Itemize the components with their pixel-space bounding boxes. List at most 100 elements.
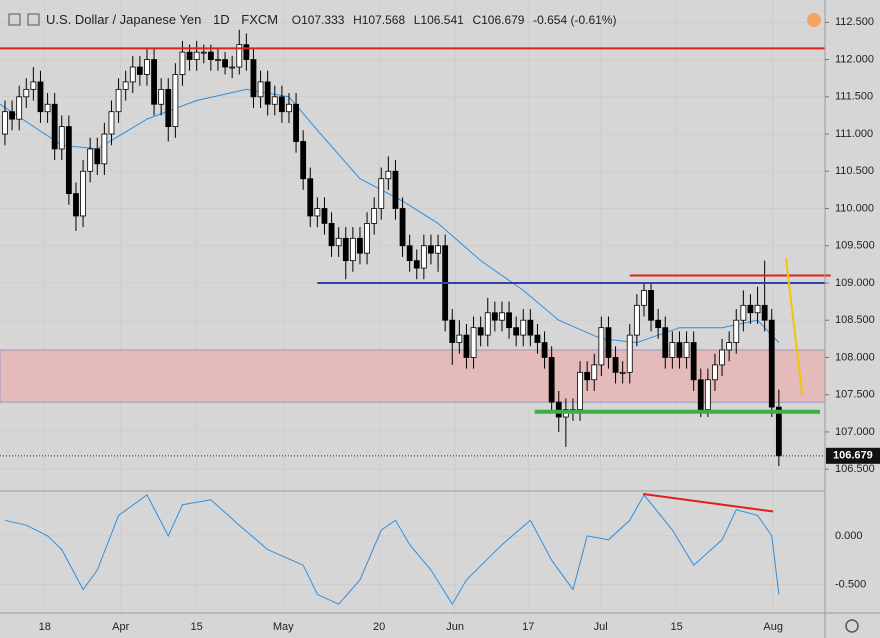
candle-body xyxy=(115,88,122,113)
x-tick-label: 20 xyxy=(373,621,385,633)
candle-body xyxy=(378,178,385,209)
candle-body xyxy=(605,327,612,358)
symbol: U.S. Dollar / Japanese Yen xyxy=(46,12,201,27)
candle-body xyxy=(9,111,15,120)
header: U.S. Dollar / Japanese Yen 1D FXCM O107.… xyxy=(46,12,616,27)
candle-body xyxy=(364,223,370,254)
layout-icon[interactable] xyxy=(8,13,21,26)
y-tick-label: 109.000 xyxy=(835,277,875,289)
candle-body xyxy=(357,237,363,254)
close-label: C106.679 xyxy=(472,13,524,27)
interval: 1D xyxy=(213,12,230,27)
candle-body xyxy=(2,111,8,135)
y-tick-label: 0.000 xyxy=(835,530,863,542)
candle-body xyxy=(108,111,115,135)
candle-body xyxy=(94,148,101,165)
candle-body xyxy=(335,237,342,247)
last-price-box xyxy=(826,447,880,464)
trend-line xyxy=(784,258,804,395)
candle-body xyxy=(619,371,626,374)
candle-body xyxy=(44,103,51,113)
y-tick-label: 111.000 xyxy=(835,128,873,140)
status-dot[interactable] xyxy=(807,13,821,27)
candle-body xyxy=(179,51,186,75)
candle-body xyxy=(186,51,193,60)
zone xyxy=(0,349,826,403)
candle-body xyxy=(591,364,598,381)
compare-icon[interactable] xyxy=(27,13,40,26)
y-tick-label: 111.500 xyxy=(835,91,873,103)
candle-body xyxy=(704,379,711,410)
candle-body xyxy=(754,304,761,314)
candle-body xyxy=(73,193,79,217)
candle-body xyxy=(37,81,44,113)
candle-body xyxy=(250,59,257,98)
x-tick-label: 18 xyxy=(39,621,51,633)
trend-line xyxy=(643,492,774,513)
candle-body xyxy=(385,170,392,180)
candle-body xyxy=(271,96,278,105)
candle-body xyxy=(719,349,725,366)
y-tick-label: -0.500 xyxy=(835,579,866,591)
candle-body xyxy=(761,304,768,321)
candle-body xyxy=(463,334,470,358)
candle-body xyxy=(328,223,335,247)
candle-body xyxy=(222,59,228,68)
candle-body xyxy=(470,327,477,358)
candle-body xyxy=(513,327,520,336)
candle-body xyxy=(726,342,733,351)
x-tick-label: Jul xyxy=(594,621,608,633)
candle-body xyxy=(243,44,250,60)
candle-body xyxy=(215,59,221,61)
candle-body xyxy=(712,364,718,381)
y-tick-label: 109.500 xyxy=(835,240,875,252)
candle-body xyxy=(30,81,37,90)
candle-body xyxy=(392,170,399,209)
candle-body xyxy=(648,290,654,321)
source: FXCM xyxy=(241,12,278,27)
candle-body xyxy=(236,44,243,68)
candle-body xyxy=(264,81,271,105)
y-tick-label: 108.000 xyxy=(835,351,875,363)
candle-body xyxy=(683,342,690,358)
candle-body xyxy=(151,59,157,105)
y-tick-label: 110.000 xyxy=(835,202,874,214)
candle-body xyxy=(775,406,782,457)
candle-body xyxy=(406,245,413,262)
candle-body xyxy=(158,88,165,105)
candle-body xyxy=(65,126,72,195)
candle-body xyxy=(555,401,562,418)
y-tick-label: 108.500 xyxy=(835,314,875,326)
candle-body xyxy=(491,312,498,321)
candle-body xyxy=(697,379,704,410)
candle-body xyxy=(101,133,108,165)
open-label: O107.333 xyxy=(292,13,345,27)
y-tick-label: 107.500 xyxy=(835,389,875,401)
y-tick-label: 112.000 xyxy=(835,53,874,65)
change-label: -0.654 (-0.61%) xyxy=(533,13,616,27)
high-label: H107.568 xyxy=(353,13,405,27)
candle-body xyxy=(747,304,754,314)
candle-body xyxy=(342,237,349,262)
candle-body xyxy=(200,51,207,54)
candle-body xyxy=(477,327,484,336)
y-tick-label: 106.500 xyxy=(835,463,875,475)
candle-body xyxy=(278,96,285,113)
candle-body xyxy=(548,357,555,403)
candle-body xyxy=(300,141,307,180)
moving-average xyxy=(0,88,780,344)
last-price-label: 106.679 xyxy=(833,450,873,462)
settings-icon[interactable] xyxy=(845,619,859,633)
candle-body xyxy=(598,327,605,366)
oscillator-line xyxy=(4,494,780,606)
candle-body xyxy=(690,342,697,381)
candle-body xyxy=(193,51,200,60)
candle-body xyxy=(520,319,527,336)
candle-body xyxy=(506,312,512,329)
x-tick-label: 17 xyxy=(522,621,534,633)
candle-body xyxy=(435,245,441,254)
candle-body xyxy=(144,59,150,75)
candle-body xyxy=(207,51,214,60)
